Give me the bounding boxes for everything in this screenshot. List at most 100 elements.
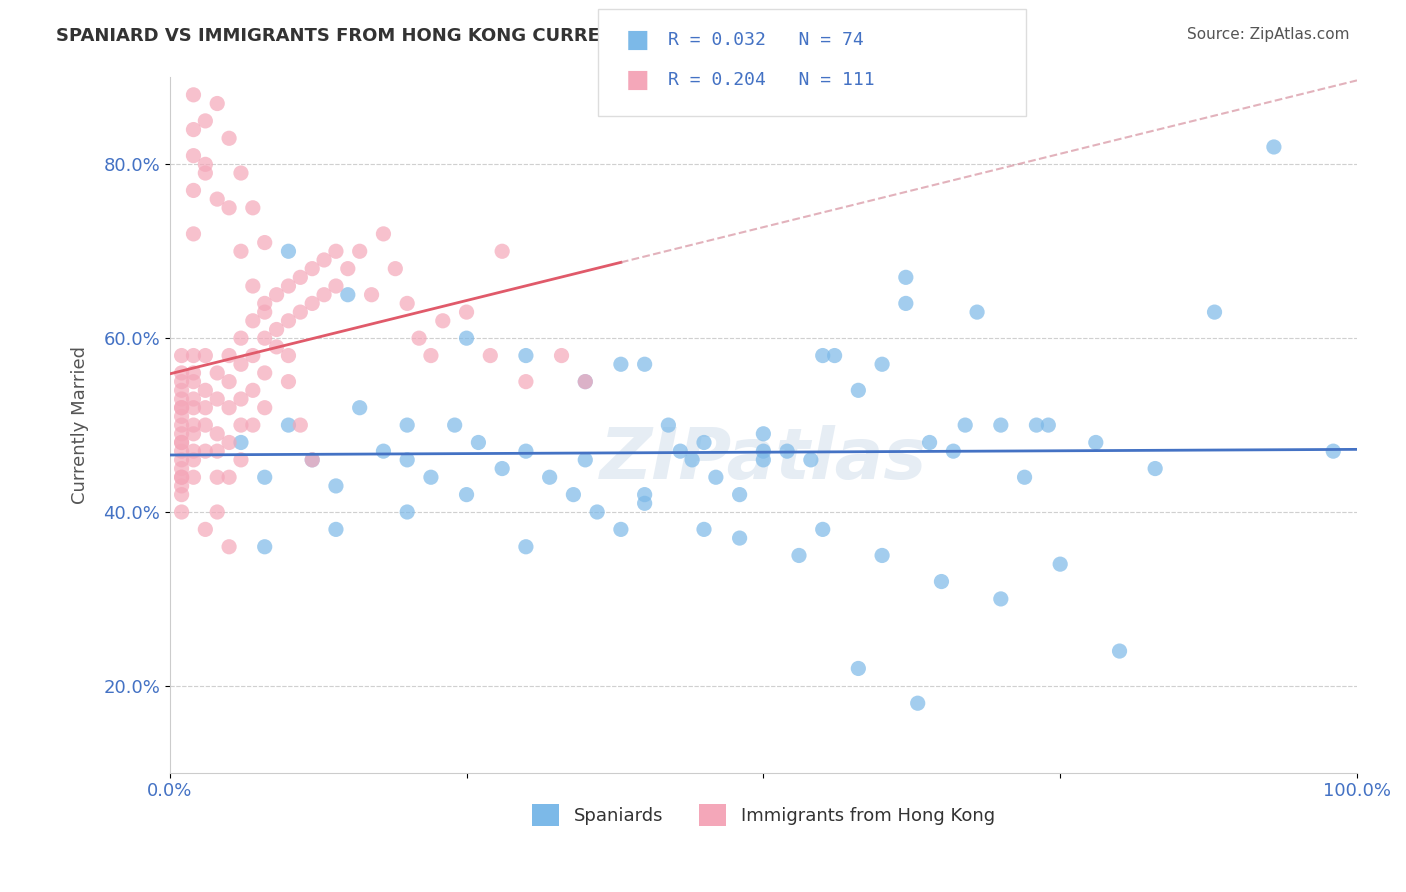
Point	[290, 305, 312, 319]
Point	[205, 470, 228, 484]
Point	[194, 522, 217, 536]
Point	[752, 426, 775, 441]
Point	[681, 453, 703, 467]
Point	[183, 426, 205, 441]
Point	[183, 149, 205, 163]
Point	[183, 183, 205, 197]
Point	[253, 540, 276, 554]
Point	[183, 349, 205, 363]
Point	[456, 331, 478, 345]
Point	[396, 453, 419, 467]
Point	[515, 349, 537, 363]
Point	[266, 287, 288, 301]
Point	[574, 453, 596, 467]
Point	[170, 444, 193, 458]
Point	[194, 157, 217, 171]
Point	[183, 444, 205, 458]
Text: ■: ■	[626, 29, 650, 52]
Point	[373, 444, 395, 458]
Point	[277, 314, 299, 328]
Point	[610, 522, 633, 536]
Point	[1204, 305, 1226, 319]
Point	[312, 287, 335, 301]
Point	[931, 574, 953, 589]
Point	[728, 488, 751, 502]
Point	[194, 349, 217, 363]
Point	[253, 366, 276, 380]
Point	[170, 461, 193, 475]
Point	[194, 418, 217, 433]
Point	[218, 131, 240, 145]
Point	[194, 114, 217, 128]
Point	[1025, 418, 1047, 433]
Point	[218, 201, 240, 215]
Point	[1014, 470, 1036, 484]
Point	[205, 426, 228, 441]
Point	[170, 366, 193, 380]
Point	[266, 340, 288, 354]
Point	[1108, 644, 1130, 658]
Point	[894, 296, 917, 310]
Point	[870, 357, 893, 371]
Point	[396, 505, 419, 519]
Point	[1038, 418, 1060, 433]
Point	[443, 418, 465, 433]
Point	[301, 261, 323, 276]
Point	[205, 366, 228, 380]
Point	[800, 453, 823, 467]
Point	[170, 505, 193, 519]
Point	[205, 505, 228, 519]
Point	[633, 496, 655, 510]
Point	[325, 522, 347, 536]
Point	[170, 479, 193, 493]
Point	[205, 444, 228, 458]
Point	[752, 453, 775, 467]
Point	[229, 392, 252, 406]
Point	[574, 375, 596, 389]
Point	[170, 409, 193, 424]
Point	[218, 435, 240, 450]
Point	[538, 470, 561, 484]
Point	[953, 418, 976, 433]
Text: R = 0.032   N = 74: R = 0.032 N = 74	[668, 31, 863, 49]
Point	[242, 279, 264, 293]
Point	[229, 166, 252, 180]
Point	[266, 322, 288, 336]
Point	[752, 444, 775, 458]
Point	[515, 375, 537, 389]
Point	[907, 696, 929, 710]
Point	[1322, 444, 1344, 458]
Point	[170, 435, 193, 450]
Point	[218, 470, 240, 484]
Point	[170, 392, 193, 406]
Point	[253, 235, 276, 250]
Point	[657, 418, 679, 433]
Point	[183, 227, 205, 241]
Point	[242, 201, 264, 215]
Point	[325, 244, 347, 259]
Point	[467, 435, 489, 450]
Point	[301, 453, 323, 467]
Point	[170, 488, 193, 502]
Point	[183, 453, 205, 467]
Point	[277, 244, 299, 259]
Point	[966, 305, 988, 319]
Point	[456, 488, 478, 502]
Point	[242, 349, 264, 363]
Point	[1144, 461, 1167, 475]
Point	[870, 549, 893, 563]
Point	[1084, 435, 1107, 450]
Point	[693, 435, 716, 450]
Point	[776, 444, 799, 458]
Point	[811, 349, 834, 363]
Point	[290, 418, 312, 433]
Point	[229, 357, 252, 371]
Point	[824, 349, 846, 363]
Point	[704, 470, 727, 484]
Point	[432, 314, 454, 328]
Point	[229, 435, 252, 450]
Point	[787, 549, 810, 563]
Point	[349, 244, 371, 259]
Point	[170, 401, 193, 415]
Point	[301, 296, 323, 310]
